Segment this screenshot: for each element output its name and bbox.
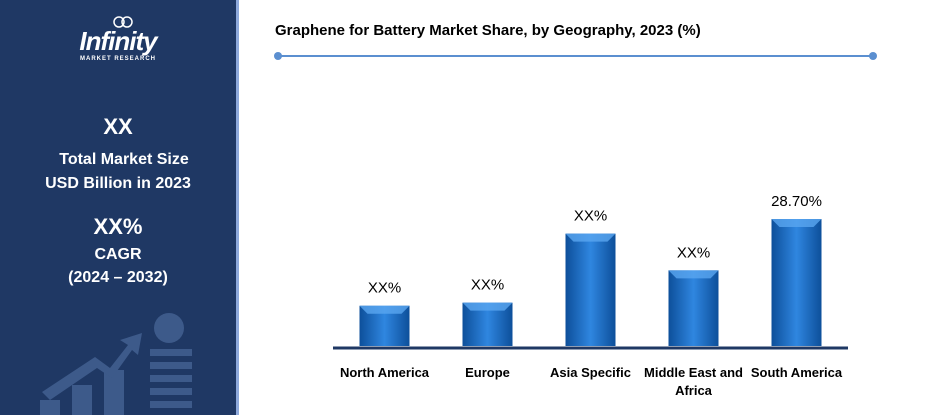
sidebar: Infinity MARKET RESEARCH XX Total Market… bbox=[0, 0, 239, 415]
bar bbox=[771, 219, 822, 346]
x-tick-label: Middle East and Africa bbox=[644, 365, 743, 398]
logo-mark bbox=[113, 16, 133, 28]
logo: Infinity bbox=[79, 26, 157, 56]
value-label: XX% bbox=[574, 208, 607, 225]
rule-dot bbox=[869, 52, 877, 60]
market-size-label: Total Market Size bbox=[59, 151, 189, 168]
value-label: XX% bbox=[471, 277, 504, 294]
bar-bevel bbox=[771, 219, 822, 227]
x-tick-label: South America bbox=[750, 365, 843, 380]
market-size-label: USD Billion in 2023 bbox=[45, 175, 191, 192]
bar bbox=[565, 233, 616, 346]
market-size: XX bbox=[103, 114, 133, 139]
rule-dot bbox=[274, 52, 282, 60]
logo-sub: MARKET RESEARCH bbox=[79, 56, 156, 62]
cagr-label: (2024 – 2032) bbox=[68, 269, 168, 286]
sidebar-icons bbox=[40, 16, 192, 415]
bar-bevel bbox=[359, 305, 410, 314]
x-tick-label: North America bbox=[339, 365, 430, 380]
cagr-label: CAGR bbox=[94, 246, 142, 263]
bar-bevel bbox=[565, 233, 616, 242]
decor-icon bbox=[40, 313, 192, 415]
value-label: XX% bbox=[677, 244, 710, 261]
value-label: 28.70% bbox=[771, 193, 822, 210]
bar-bevel bbox=[668, 270, 719, 279]
x-tick-label: Asia Specific bbox=[550, 365, 631, 380]
cagr: XX% bbox=[93, 214, 143, 239]
bar bbox=[668, 270, 719, 346]
x-tick-label: Europe bbox=[465, 365, 510, 380]
chart-title: Graphene for Battery Market Share, by Ge… bbox=[275, 22, 701, 39]
value-label: XX% bbox=[368, 280, 401, 297]
bar-bevel bbox=[462, 302, 513, 311]
